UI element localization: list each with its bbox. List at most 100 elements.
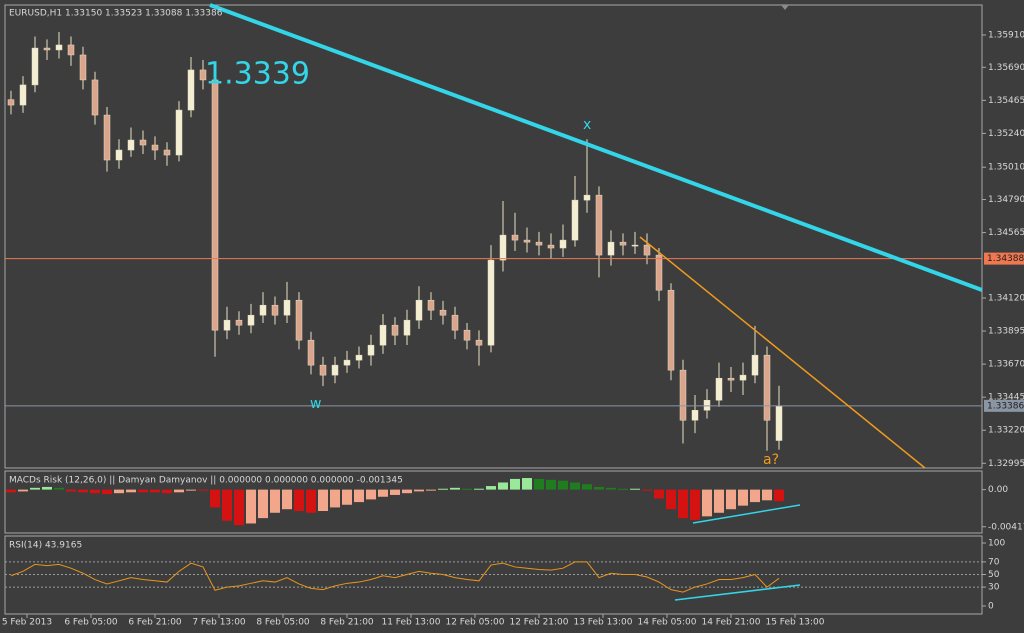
annotation: x (583, 117, 591, 133)
annotation: a? (763, 452, 779, 468)
macd-bar (378, 489, 388, 497)
macd-bar (726, 489, 736, 510)
macd-bar (66, 489, 76, 492)
macd-bar (234, 489, 244, 526)
macd-bar (438, 488, 448, 490)
macd-bar (102, 489, 112, 495)
candle-body (655, 254, 663, 291)
macd-bar (486, 486, 496, 490)
macd-bar (90, 489, 100, 494)
macd-bar (6, 489, 16, 493)
y-tick-label: 1.33895 (988, 327, 1024, 337)
annotation: 1.3339 (205, 57, 310, 92)
candle-body (583, 194, 591, 201)
macd-bar (678, 489, 688, 519)
candle-body (451, 314, 459, 331)
candle-body (727, 377, 735, 381)
candle-body (103, 114, 111, 161)
macd-bar (474, 488, 484, 490)
macd-bar (78, 489, 88, 493)
x-tick-label: 6 Feb 05:00 (64, 618, 118, 628)
macd-bar (666, 489, 676, 510)
candle-body (175, 109, 183, 156)
macd-bar (342, 489, 352, 505)
trend-line (692, 504, 801, 524)
candle-body (523, 239, 531, 243)
macd-bar (42, 486, 52, 490)
macd-bar (306, 489, 316, 513)
candle-body (595, 194, 603, 256)
macd-bar (558, 480, 568, 490)
y-tick-label: 100 (988, 538, 1005, 548)
y-tick-label: 1.35010 (988, 163, 1024, 173)
macd-bar (54, 487, 64, 490)
candle-body (463, 329, 471, 341)
candle-body (343, 359, 351, 366)
x-tick-label: 8 Feb 21:00 (320, 618, 374, 628)
macd-bar (774, 489, 784, 502)
macd-bar (426, 489, 436, 491)
candle-body (151, 144, 159, 151)
macd-bar (618, 488, 628, 490)
candle-body (643, 244, 651, 256)
candle-body (19, 84, 27, 106)
macd-bar (114, 489, 124, 494)
macd-bar (210, 489, 220, 508)
y-tick-label: 1.33670 (988, 360, 1024, 370)
candle-body (163, 149, 171, 156)
macd-bar (150, 489, 160, 493)
candle-body (391, 324, 399, 336)
candle-body (715, 377, 723, 401)
y-tick-label: 1.34565 (988, 228, 1024, 238)
x-tick-label: 7 Feb 13:00 (192, 618, 246, 628)
macd-bar (246, 489, 256, 524)
trend-line (674, 584, 801, 601)
trend-line (209, 3, 983, 292)
macd-bar (702, 489, 712, 517)
plot-layer: 1.35910 1.35690 1.35465 1.35240 1.35010 1.347… (2, 30, 1024, 628)
candle-body (295, 299, 303, 341)
candle-body (403, 319, 411, 336)
y-tick-label: 1.35240 (988, 129, 1024, 139)
macd-bar (270, 489, 280, 513)
y-tick-label: 1.35910 (988, 30, 1024, 40)
x-tick-label: 15 Feb 13:00 (765, 618, 824, 628)
x-tick-label: 12 Feb 05:00 (445, 618, 504, 628)
candle-body (751, 354, 759, 376)
candle-body (775, 405, 783, 441)
macd-bar (162, 489, 172, 494)
candle-body (43, 47, 51, 51)
macd-bar (330, 489, 340, 508)
macd-panel (4, 470, 983, 534)
y-tick-label: -0.00417 (988, 522, 1024, 532)
macd-bar (510, 478, 520, 490)
candle-body (511, 234, 519, 241)
candle-body (703, 400, 711, 411)
macd-bar (546, 479, 556, 490)
macd-bar (534, 478, 544, 490)
candle-body (283, 299, 291, 316)
x-tick-label: 8 Feb 05:00 (256, 618, 310, 628)
candle-body (247, 314, 255, 326)
y-tick-label: 1.35690 (988, 63, 1024, 73)
candle-body (139, 139, 147, 146)
candle-body (127, 139, 135, 151)
candle-body (67, 44, 75, 56)
x-tick-label: 12 Feb 21:00 (509, 618, 568, 628)
candle-body (691, 410, 699, 421)
macd-bar (354, 489, 364, 503)
candle-body (259, 304, 267, 316)
candle-body (199, 69, 207, 81)
candle-body (307, 339, 315, 366)
macd-bar (318, 489, 328, 511)
chart-title: EURUSD,H1 1.33150 1.33523 1.33088 1.3338… (9, 9, 223, 19)
macd-bar (138, 489, 148, 493)
trend-line (639, 236, 926, 469)
main-panel (4, 4, 983, 469)
x-tick-label: 6 Feb 21:00 (128, 618, 182, 628)
y-tick-label: 50 (988, 570, 1000, 580)
candle-body (619, 241, 627, 246)
candle-body (559, 239, 567, 249)
candle-body (187, 69, 195, 111)
